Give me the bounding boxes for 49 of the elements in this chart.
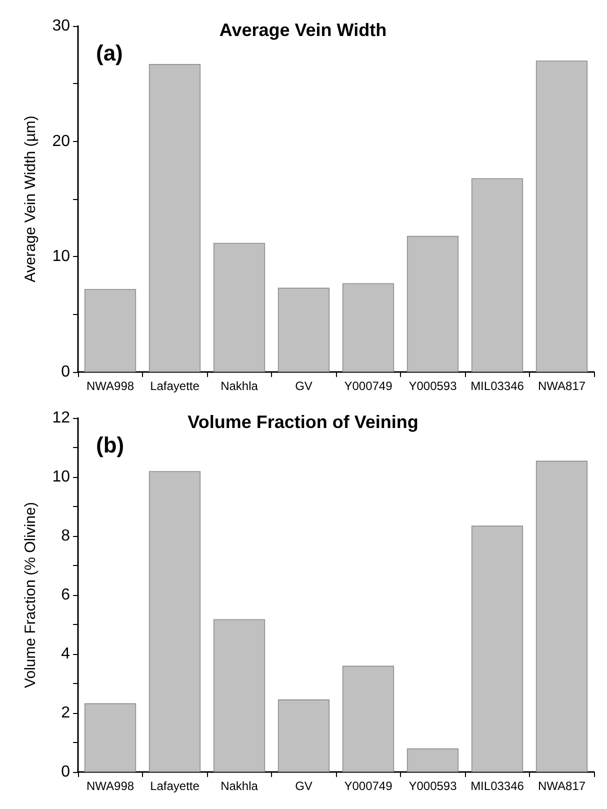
x-tick-label: Lafayette [150, 779, 200, 793]
bar [148, 64, 201, 372]
bar [84, 288, 136, 372]
x-tick-label: Y000749 [344, 779, 393, 793]
y-tick-label: 10 [52, 468, 70, 486]
annotation: (a) [96, 40, 123, 66]
y-tick-label: 0 [61, 364, 70, 380]
x-tick-label: Nakhla [220, 779, 258, 793]
x-tick-label: NWA998 [86, 379, 134, 393]
y-tick-label: 20 [52, 132, 70, 150]
bar [84, 703, 136, 772]
x-tick-label: NWA998 [86, 779, 134, 793]
bar [406, 236, 459, 372]
y-tick-label: 6 [61, 586, 70, 604]
bar [342, 666, 394, 772]
bar [278, 699, 330, 772]
bar [471, 178, 524, 372]
y-tick-label: 0 [61, 764, 70, 780]
y-tick-label: 10 [52, 248, 70, 266]
x-tick-label: NWA817 [538, 379, 586, 393]
x-tick-label: Y000593 [408, 779, 458, 793]
y-tick-label: 2 [61, 704, 70, 722]
x-tick-label: GV [295, 779, 312, 793]
bar [213, 619, 266, 772]
bar [148, 471, 201, 772]
x-tick-label: Y000593 [408, 379, 458, 393]
y-tick-label: 8 [61, 528, 70, 544]
bar [536, 460, 588, 772]
bar [406, 748, 459, 772]
x-tick-label: Y000749 [344, 379, 393, 393]
bar [342, 283, 394, 372]
x-tick-label: Nakhla [220, 379, 258, 393]
y-tick-label: 12 [52, 410, 70, 426]
bar [213, 242, 266, 372]
x-tick-label: NWA817 [538, 779, 586, 793]
bar [278, 288, 330, 372]
chart-title: Volume Fraction of Veining [188, 412, 418, 432]
annotation: (b) [96, 432, 124, 458]
x-tick-label: GV [295, 379, 312, 393]
bar [536, 60, 588, 372]
x-tick-label: MIL03346 [470, 379, 524, 393]
chart-title: Average Vein Width [219, 20, 387, 40]
y-axis-title: Average Vein Width (µm) [22, 116, 39, 282]
y-axis-title: Volume Fraction (% Olivine) [22, 502, 39, 688]
bar [471, 526, 524, 772]
y-tick-label: 30 [52, 18, 70, 34]
y-tick-label: 4 [61, 646, 70, 662]
x-tick-label: Lafayette [150, 379, 200, 393]
x-tick-label: MIL03346 [470, 779, 524, 793]
